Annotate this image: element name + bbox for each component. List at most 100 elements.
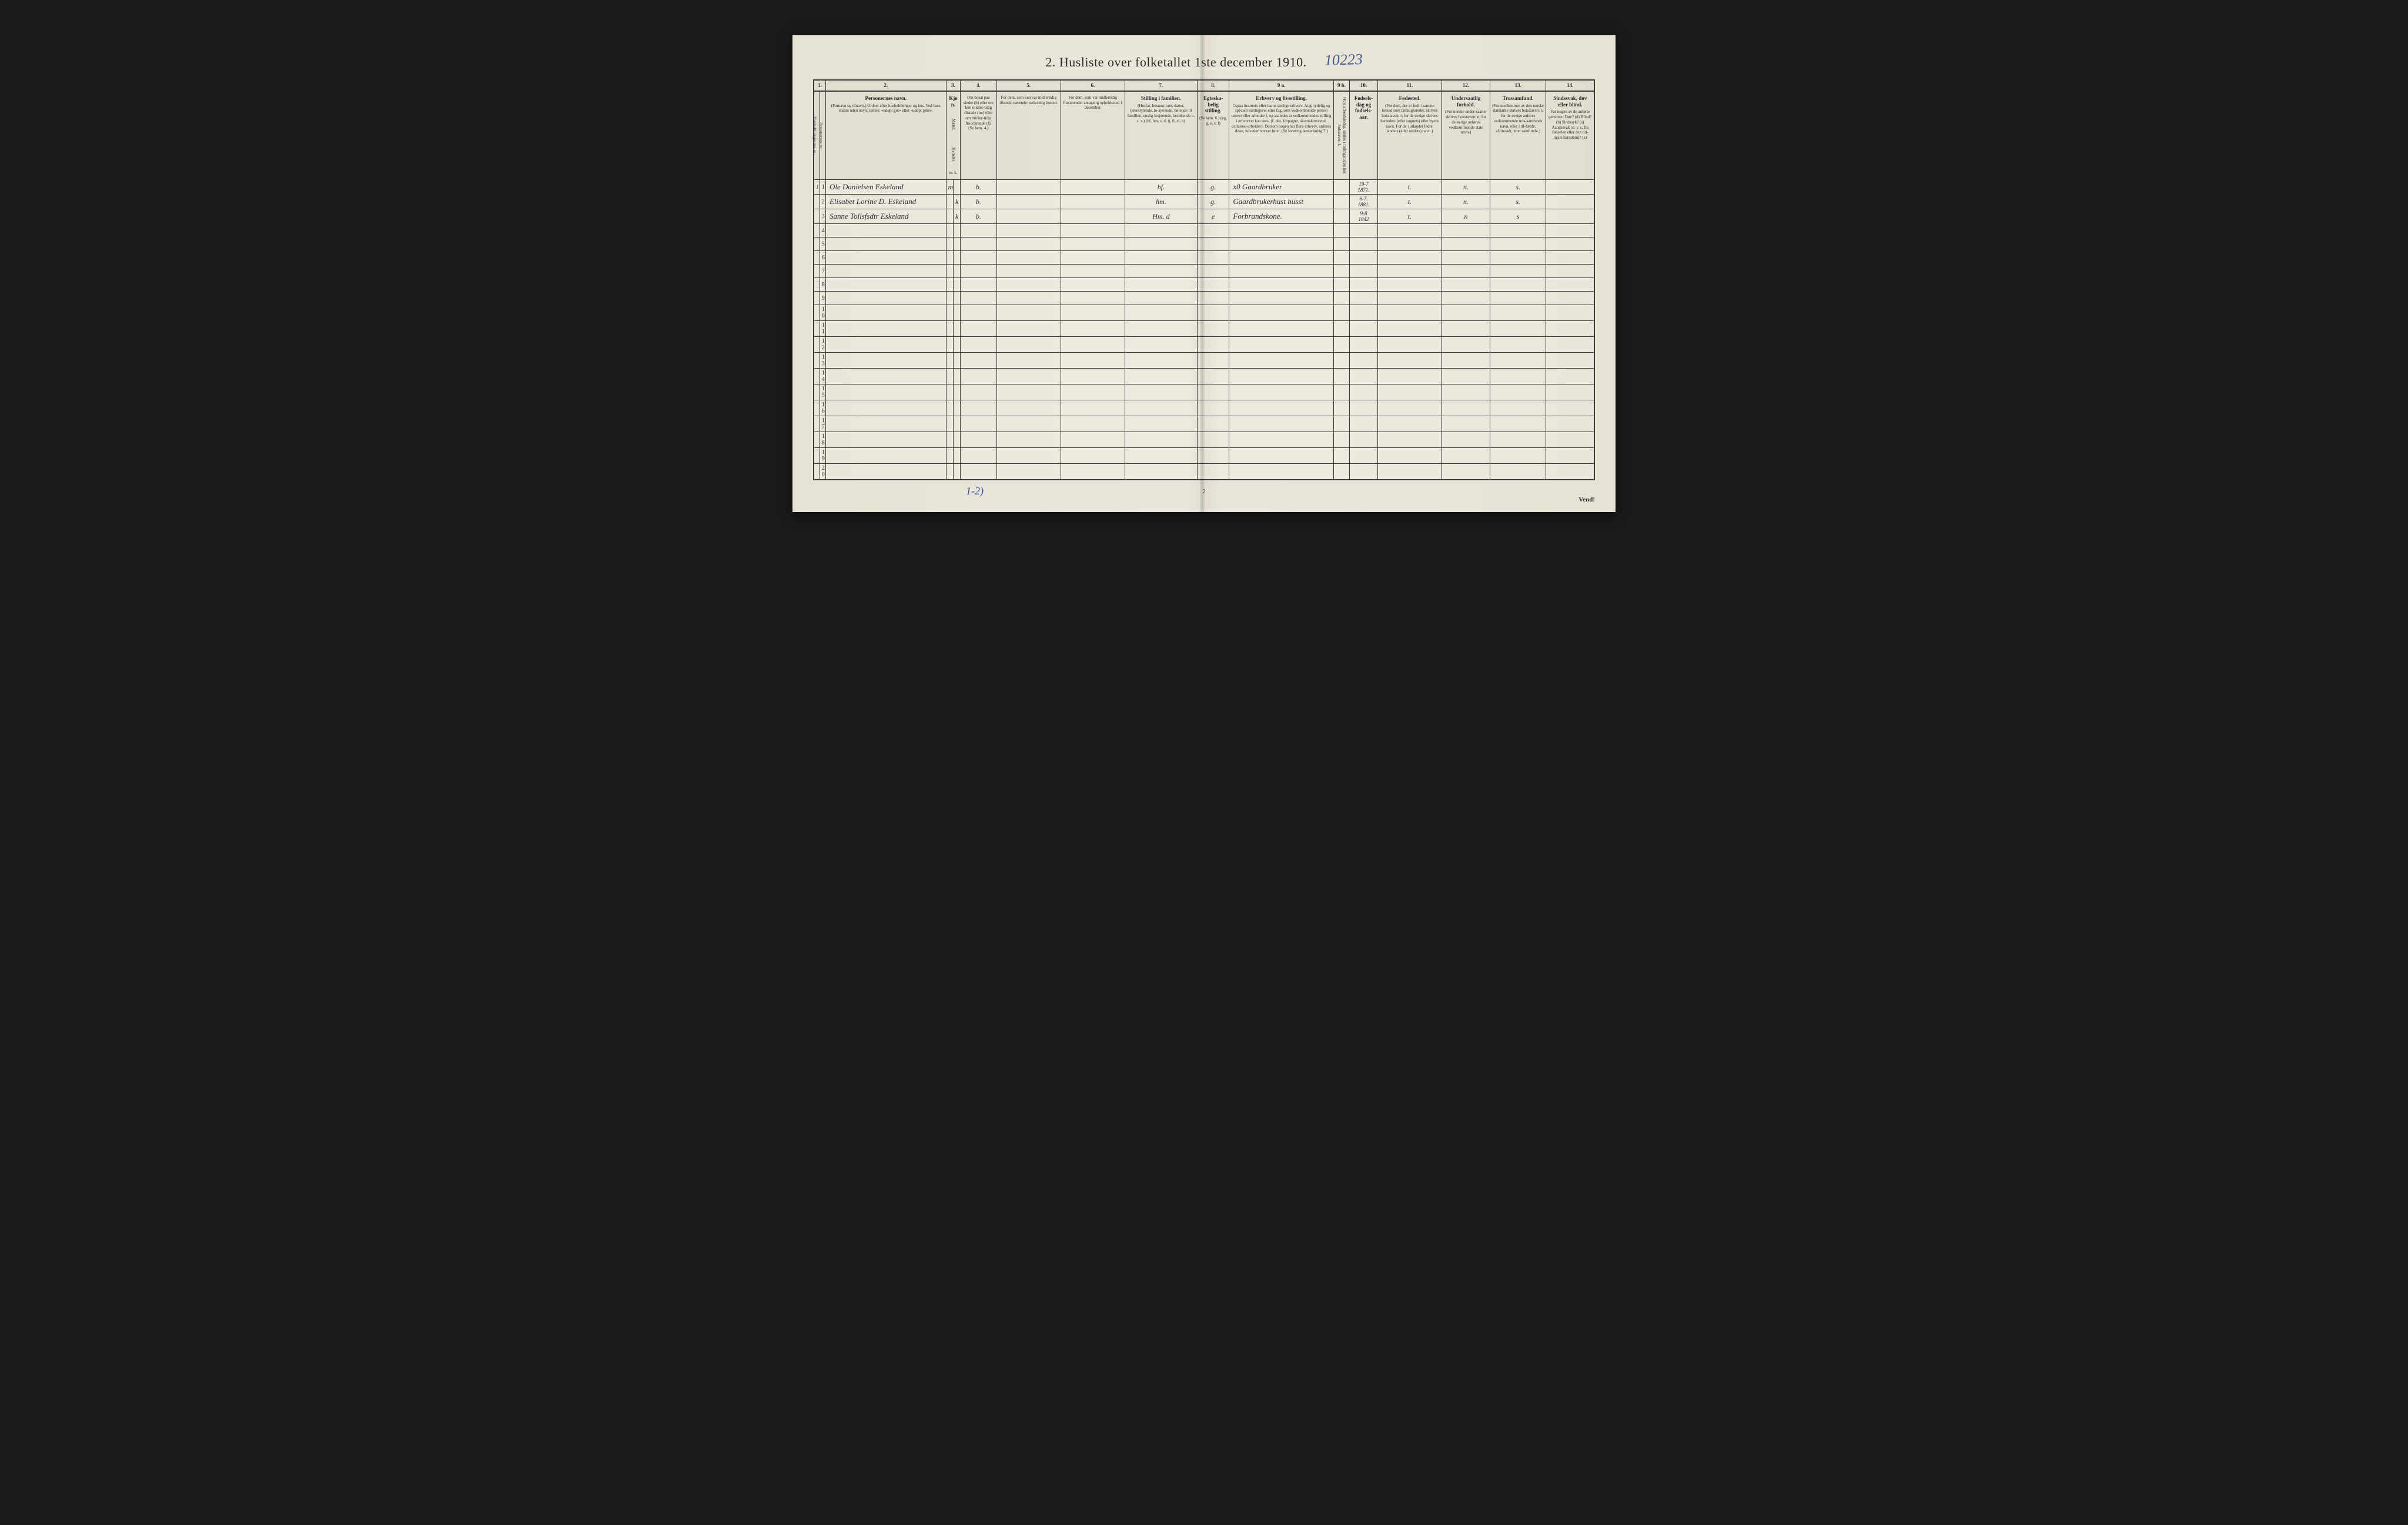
cell-occupation <box>1229 265 1333 278</box>
cell-nationality <box>1442 400 1490 416</box>
cell-sex-m <box>946 353 953 369</box>
cell-residence <box>961 400 996 416</box>
cell-household <box>814 265 820 278</box>
cell-disability <box>1546 265 1594 278</box>
cell-occupation <box>1229 337 1333 353</box>
cell-faith <box>1490 353 1546 369</box>
cell-sex-m <box>946 224 953 238</box>
cell-family-pos <box>1125 448 1197 464</box>
cell-col5 <box>996 464 1061 480</box>
cell-col6 <box>1061 251 1125 265</box>
cell-col6 <box>1061 305 1125 321</box>
colnum-4: 4. <box>961 80 996 91</box>
cell-col6 <box>1061 238 1125 251</box>
cell-name <box>825 265 946 278</box>
colnum-2: 2. <box>825 80 946 91</box>
cell-occupation <box>1229 400 1333 416</box>
hdr-c8-sub: (Se bem. 6.) (ug, g, e, s, f) <box>1199 116 1228 126</box>
hdr-c6: For dem, som var midlertidig fraværende:… <box>1061 91 1125 180</box>
cell-disability <box>1546 209 1594 224</box>
cell-col5 <box>996 369 1061 384</box>
cell-nationality <box>1442 238 1490 251</box>
cell-marital <box>1197 464 1229 480</box>
cell-birthplace <box>1377 224 1442 238</box>
table-row: 19 <box>814 448 1594 464</box>
colnum-9b: 9 b. <box>1333 80 1349 91</box>
cell-unemployed <box>1333 265 1349 278</box>
cell-birthplace: t. <box>1377 209 1442 224</box>
cell-person-num: 3 <box>820 209 825 224</box>
cell-occupation <box>1229 224 1333 238</box>
cell-birthplace <box>1377 238 1442 251</box>
cell-unemployed <box>1333 238 1349 251</box>
cell-col5 <box>996 337 1061 353</box>
cell-sex-k <box>953 400 960 416</box>
cell-sex-k <box>953 180 960 195</box>
cell-col6 <box>1061 384 1125 400</box>
cell-sex-k <box>953 278 960 292</box>
cell-faith <box>1490 384 1546 400</box>
cell-sex-m <box>946 337 953 353</box>
hdr-c11-sub: (For dem, der er født i samme herred som… <box>1380 103 1440 135</box>
cell-person-num: 1 <box>820 180 825 195</box>
cell-nationality <box>1442 305 1490 321</box>
cell-disability <box>1546 369 1594 384</box>
hdr-birthplace: Fødested. (For dem, der er født i samme … <box>1377 91 1442 180</box>
cell-residence <box>961 278 996 292</box>
cell-unemployed <box>1333 321 1349 337</box>
table-row: 11Ole Danielsen Eskelandmb.hf.g.x0 Gaard… <box>814 180 1594 195</box>
cell-name <box>825 278 946 292</box>
cell-faith <box>1490 265 1546 278</box>
cell-family-pos <box>1125 464 1197 480</box>
cell-col5 <box>996 448 1061 464</box>
cell-birthplace: t. <box>1377 180 1442 195</box>
cell-col6 <box>1061 353 1125 369</box>
cell-sex-k <box>953 464 960 480</box>
cell-faith <box>1490 251 1546 265</box>
cell-household <box>814 353 820 369</box>
cell-family-pos <box>1125 337 1197 353</box>
cell-residence <box>961 292 996 305</box>
cell-disability <box>1546 321 1594 337</box>
cell-sex-m <box>946 416 953 432</box>
cell-person-num: 15 <box>820 384 825 400</box>
cell-marital <box>1197 432 1229 448</box>
cell-nationality: n. <box>1442 180 1490 195</box>
cell-birthplace <box>1377 448 1442 464</box>
cell-family-pos <box>1125 432 1197 448</box>
cell-faith: s <box>1490 209 1546 224</box>
cell-unemployed <box>1333 432 1349 448</box>
cell-birthplace <box>1377 305 1442 321</box>
cell-occupation <box>1229 369 1333 384</box>
cell-occupation <box>1229 448 1333 464</box>
cell-marital: g. <box>1197 180 1229 195</box>
cell-name <box>825 224 946 238</box>
colnum-10: 10. <box>1350 80 1378 91</box>
cell-person-num: 2 <box>820 195 825 209</box>
cell-sex-k <box>953 416 960 432</box>
hdr-birth: Fødsels-dag og fødsels-aar. <box>1350 91 1378 180</box>
cell-col6 <box>1061 180 1125 195</box>
hdr-c7-sub: (Husfar, husmor, søn, datter, tjenestyte… <box>1127 103 1195 124</box>
hdr-person: Personernes nr. <box>820 91 825 180</box>
cell-name <box>825 238 946 251</box>
cell-person-num: 6 <box>820 251 825 265</box>
cell-occupation <box>1229 305 1333 321</box>
colnum-1: 1. <box>814 80 825 91</box>
cell-disability <box>1546 278 1594 292</box>
cell-residence <box>961 337 996 353</box>
cell-col5 <box>996 416 1061 432</box>
table-row: 14 <box>814 369 1594 384</box>
table-row: 11 <box>814 321 1594 337</box>
cell-family-pos <box>1125 369 1197 384</box>
cell-residence <box>961 448 996 464</box>
cell-unemployed <box>1333 209 1349 224</box>
cell-unemployed <box>1333 400 1349 416</box>
colnum-12: 12. <box>1442 80 1490 91</box>
cell-unemployed <box>1333 180 1349 195</box>
cell-household <box>814 238 820 251</box>
hdr-c5-sub: For dem, som kun var midlertidig tilsted… <box>999 95 1059 106</box>
cell-household <box>814 209 820 224</box>
column-number-row: 1. 2. 3. 4. 5. 6. 7. 8. 9 a. 9 b. 10. 11… <box>814 80 1594 91</box>
cell-nationality <box>1442 321 1490 337</box>
